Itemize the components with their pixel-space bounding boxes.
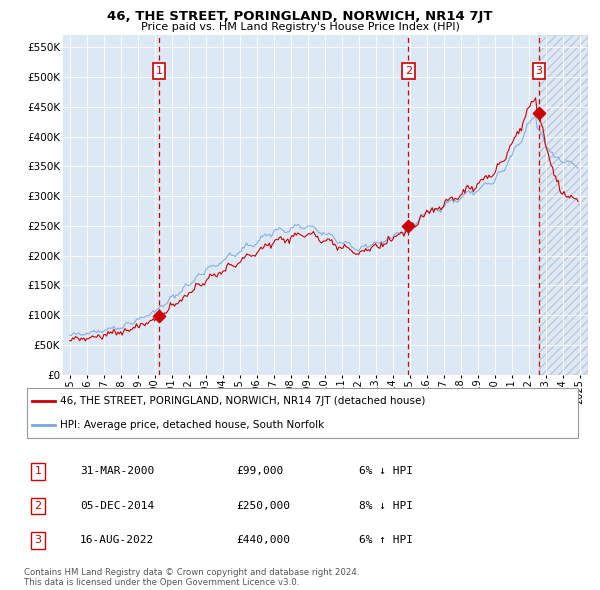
Text: £99,000: £99,000 (236, 467, 283, 476)
Point (534, 108, 544, 117)
Text: 3: 3 (536, 66, 542, 76)
Text: 05-DEC-2014: 05-DEC-2014 (80, 501, 154, 511)
Text: 46, THE STREET, PORINGLAND, NORWICH, NR14 7JT: 46, THE STREET, PORINGLAND, NORWICH, NR1… (107, 10, 493, 23)
Text: Price paid vs. HM Land Registry's House Price Index (HPI): Price paid vs. HM Land Registry's House … (140, 22, 460, 32)
Text: 6% ↑ HPI: 6% ↑ HPI (359, 536, 413, 545)
Text: Contains HM Land Registry data © Crown copyright and database right 2024.
This d: Contains HM Land Registry data © Crown c… (24, 568, 359, 587)
Text: HPI: Average price, detached house, South Norfolk: HPI: Average price, detached house, Sout… (60, 420, 325, 430)
Point (154, 311, 164, 320)
Text: 2: 2 (404, 66, 412, 76)
Text: 6% ↓ HPI: 6% ↓ HPI (359, 467, 413, 476)
Text: 31-MAR-2000: 31-MAR-2000 (80, 467, 154, 476)
Bar (539, 35, 588, 375)
Text: 16-AUG-2022: 16-AUG-2022 (80, 536, 154, 545)
Text: £250,000: £250,000 (236, 501, 290, 511)
Text: 1: 1 (155, 66, 163, 76)
Text: 2: 2 (34, 501, 41, 511)
Text: £440,000: £440,000 (236, 536, 290, 545)
Text: 8% ↓ HPI: 8% ↓ HPI (359, 501, 413, 511)
Text: 46, THE STREET, PORINGLAND, NORWICH, NR14 7JT (detached house): 46, THE STREET, PORINGLAND, NORWICH, NR1… (60, 396, 425, 406)
Point (403, 221, 413, 231)
FancyBboxPatch shape (27, 388, 578, 438)
Text: 1: 1 (34, 467, 41, 476)
Text: 3: 3 (34, 536, 41, 545)
Bar (539, 35, 588, 375)
